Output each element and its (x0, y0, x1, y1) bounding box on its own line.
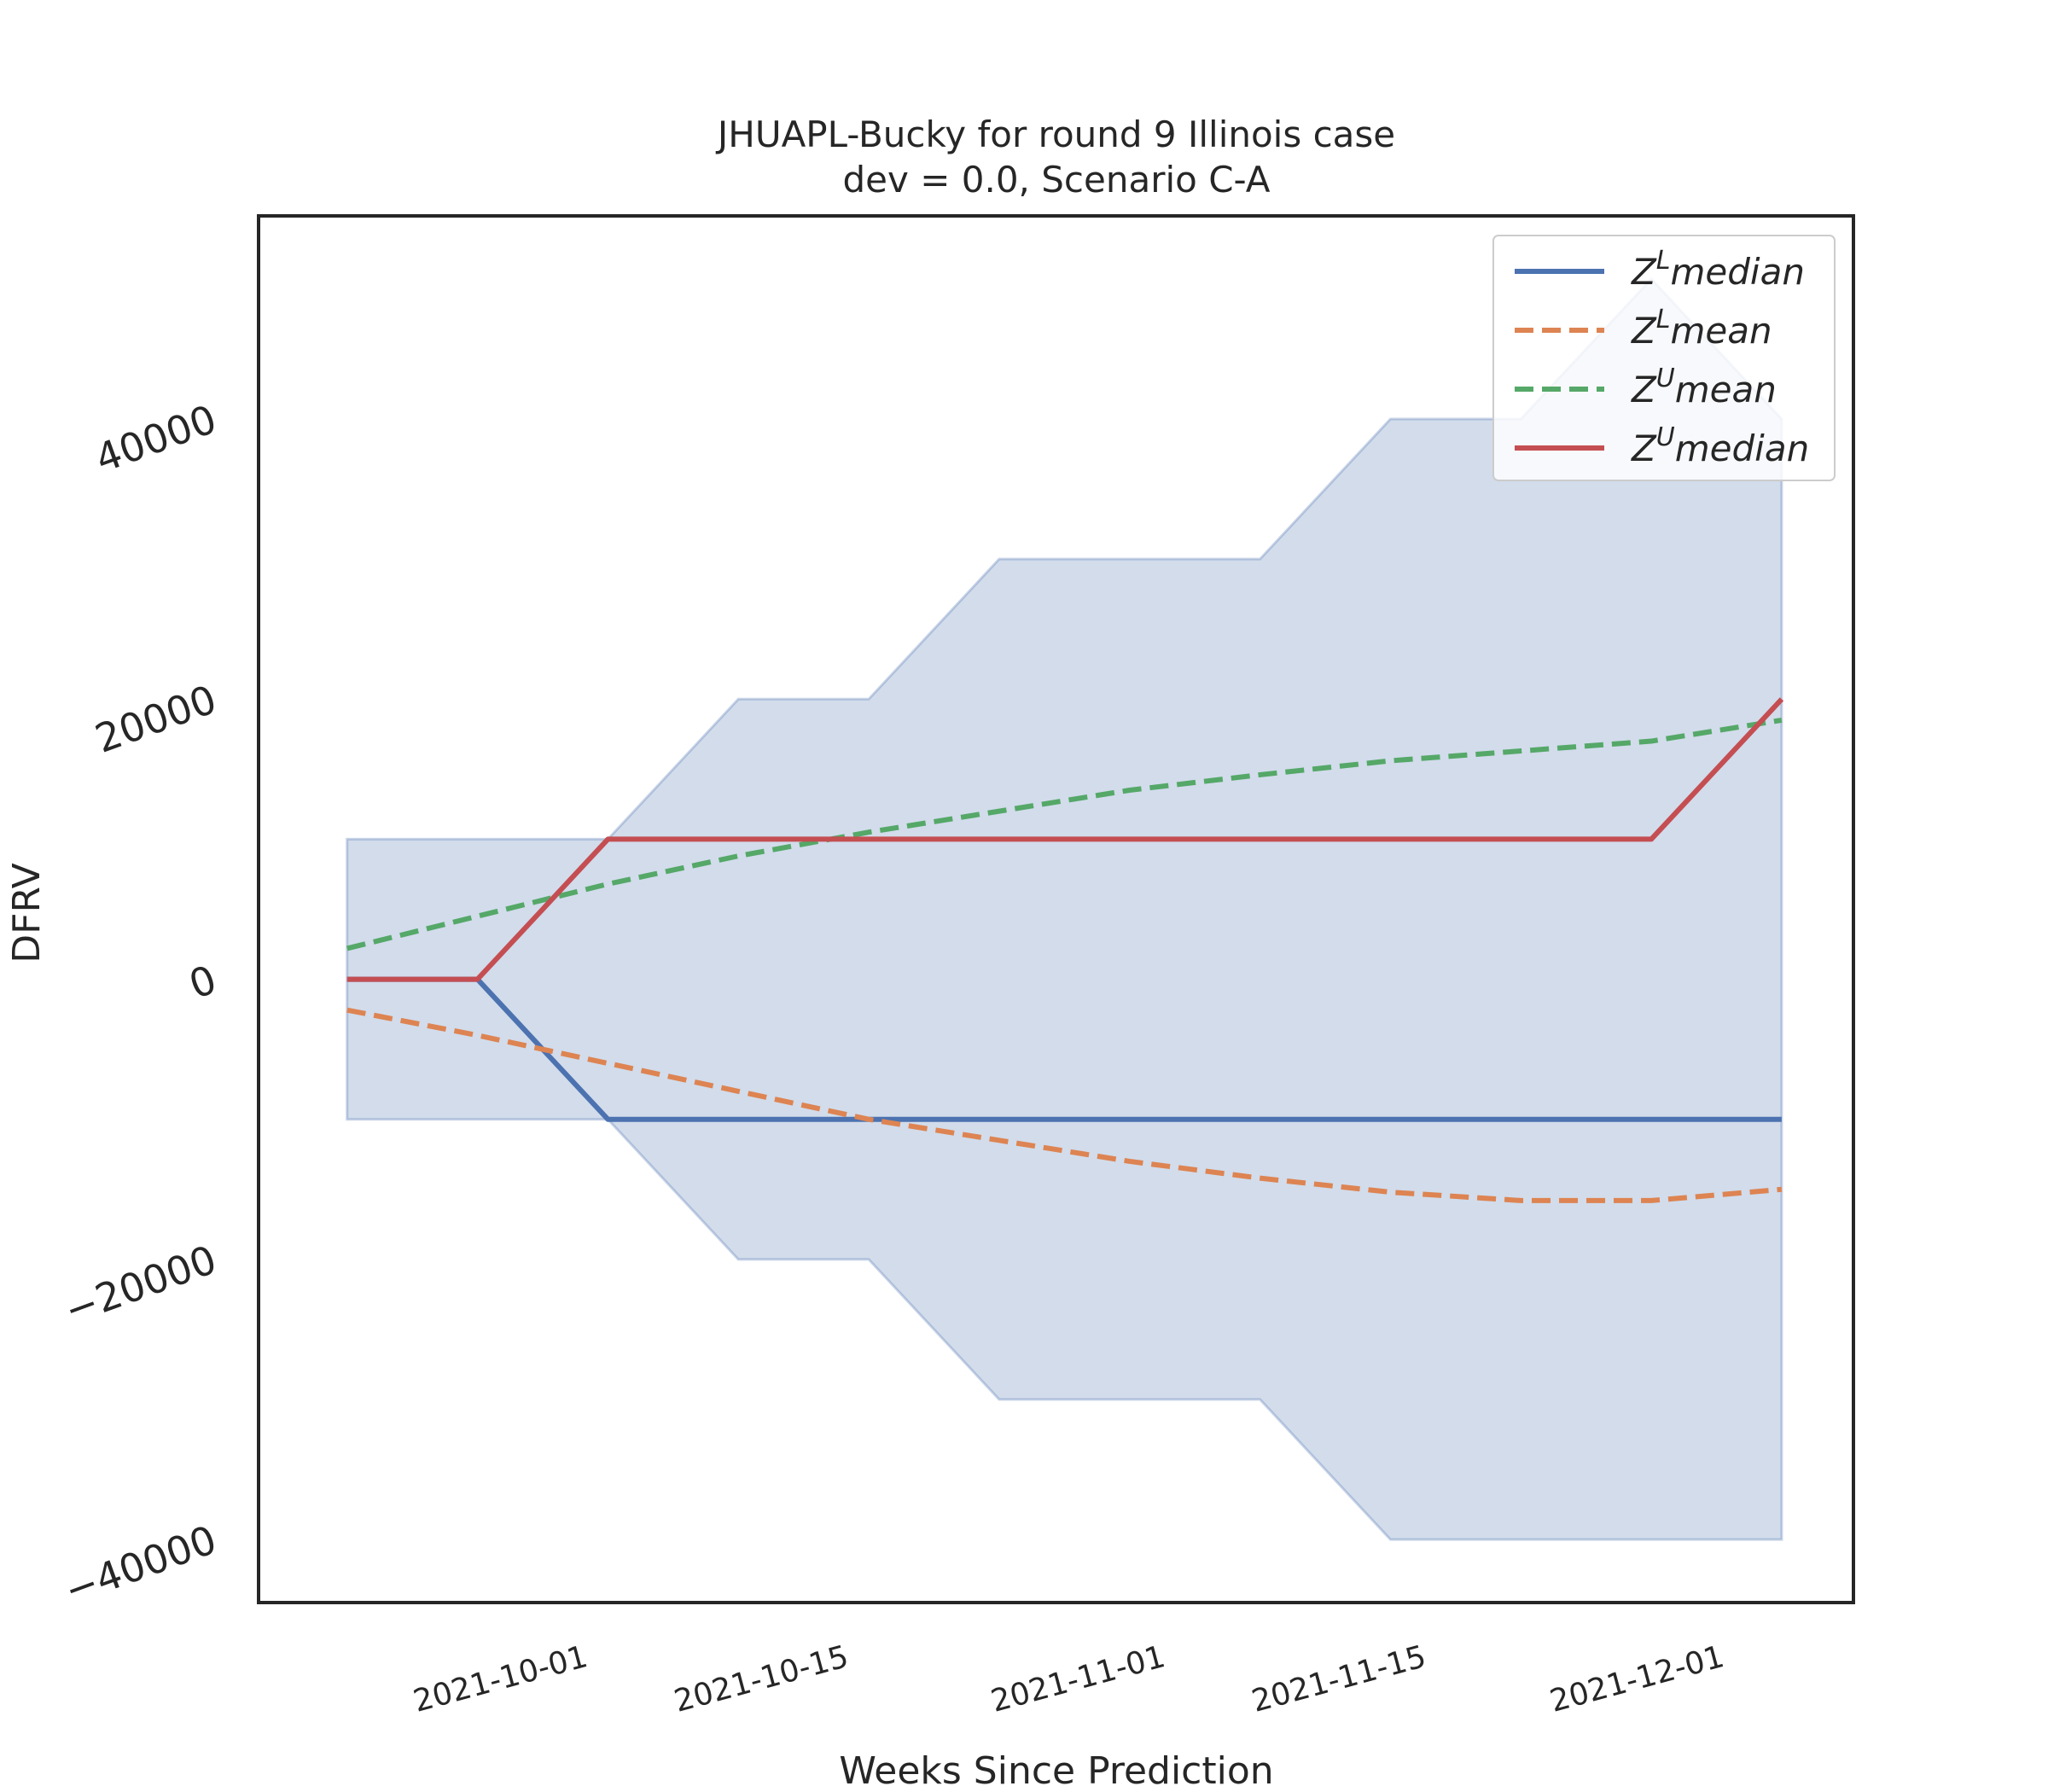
series-line-1 (346, 1007, 1783, 1203)
chart-title: JHUAPL-Bucky for round 9 Illinois case (715, 113, 1395, 155)
legend-label-2: ZUmean (1631, 364, 1777, 410)
chart-subtitle: dev = 0.0, Scenario C-A (843, 159, 1271, 201)
series-line-2 (346, 717, 1783, 951)
series-lines (346, 697, 1784, 1203)
legend-label-0: ZLmedian (1631, 246, 1805, 293)
series-line-0 (346, 976, 1782, 1122)
plot-frame (257, 214, 1855, 1604)
y-axis-label: DFRV (5, 863, 49, 963)
legend-box (1492, 235, 1836, 481)
legend-label-1: ZLmean (1631, 305, 1772, 352)
band-area (346, 276, 1783, 1541)
legend: ZLmedian ZLmean ZUmean ZUmedian (1492, 235, 1836, 481)
x-axis-label: Weeks Since Prediction (839, 1749, 1273, 1792)
uncertainty-band (346, 276, 1783, 1541)
series-line-3 (346, 697, 1784, 982)
legend-label-3: ZUmedian (1631, 422, 1809, 469)
